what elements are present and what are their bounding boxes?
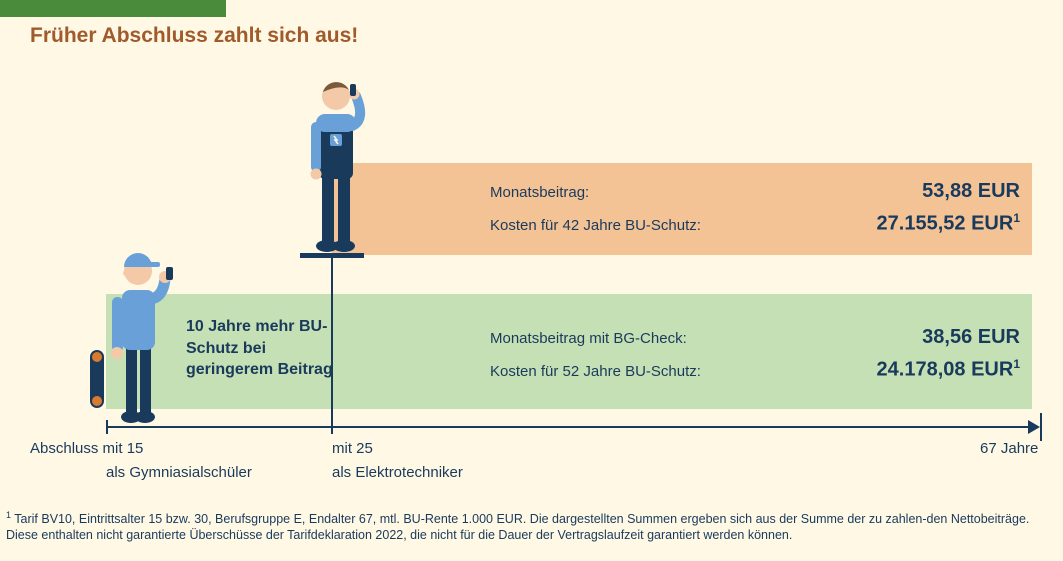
- green-monthly-value: 38,56 EUR: [922, 326, 1020, 349]
- axis-arrow-icon: [1028, 420, 1040, 434]
- timeline-axis: [106, 426, 1031, 428]
- axis-label-15-line2: als Gymniasialschüler: [106, 464, 252, 481]
- green-cost-value: 24.178,08 EUR1: [877, 357, 1020, 382]
- page-title: Früher Abschluss zahlt sich aus!: [30, 24, 358, 48]
- person-25-icon: [296, 64, 376, 256]
- axis-label-25-line1: mit 25: [332, 440, 373, 457]
- axis-label-25-line2: als Elektrotechniker: [332, 464, 463, 481]
- bar-extra-years: [0, 0, 226, 17]
- orange-cost-number: 27.155,52 EUR: [877, 213, 1014, 235]
- orange-cost-sup: 1: [1013, 211, 1020, 225]
- green-message: 10 Jahre mehr BU-Schutz bei geringerem B…: [186, 316, 346, 381]
- axis-label-15-line1: Abschluss mit 15: [30, 440, 143, 457]
- person-15-icon: [88, 235, 188, 427]
- orange-cost-label: Kosten für 42 Jahre BU-Schutz:: [490, 217, 701, 234]
- orange-monthly-label: Monatsbeitrag:: [490, 184, 589, 201]
- green-cost-label: Kosten für 52 Jahre BU-Schutz:: [490, 363, 701, 380]
- axis-label-67: 67 Jahre: [980, 440, 1038, 457]
- orange-content: Monatsbeitrag: 53,88 EUR Kosten für 42 J…: [490, 180, 1020, 244]
- green-monthly-label: Monatsbeitrag mit BG-Check:: [490, 330, 687, 347]
- green-cost-number: 24.178,08 EUR: [877, 359, 1014, 381]
- orange-cost-value: 27.155,52 EUR1: [877, 211, 1020, 236]
- vertical-line-25: [331, 256, 333, 427]
- footnote-text: Tarif BV10, Eintrittsalter 15 bzw. 30, B…: [6, 512, 1029, 542]
- footnote: 1 Tarif BV10, Eintrittsalter 15 bzw. 30,…: [6, 510, 1056, 543]
- green-content: Monatsbeitrag mit BG-Check: 38,56 EUR Ko…: [490, 326, 1020, 390]
- green-cost-sup: 1: [1013, 357, 1020, 371]
- axis-end-tick: [1040, 413, 1042, 441]
- orange-monthly-value: 53,88 EUR: [922, 180, 1020, 203]
